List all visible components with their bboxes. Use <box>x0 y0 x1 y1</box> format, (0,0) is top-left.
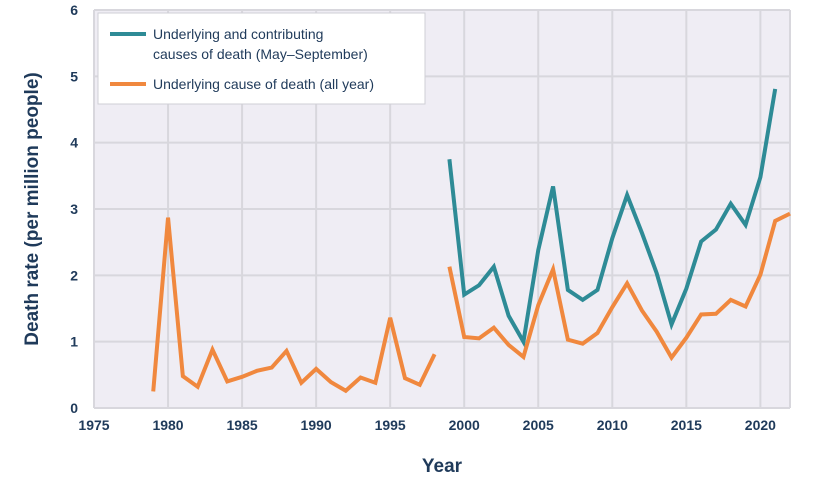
y-tick-label: 1 <box>70 334 78 350</box>
series-line-underlying <box>151 217 437 394</box>
legend-box <box>97 12 426 105</box>
x-tick-label: 1985 <box>227 417 258 433</box>
y-tick-label: 3 <box>70 201 78 217</box>
series-lines <box>151 88 791 394</box>
axis-ticks: 1975 1980 1985 1990 1995 2000 2005 2010 2015 2020… <box>70 2 776 433</box>
x-tick-label: 2000 <box>449 417 480 433</box>
y-tick-label: 5 <box>70 68 78 84</box>
legend-label-2: Underlying cause of death (all year) <box>153 76 374 92</box>
x-tick-label: 2015 <box>671 417 702 433</box>
y-tick-label: 4 <box>70 135 78 151</box>
x-tick-label: 1990 <box>301 417 332 433</box>
y-tick-label: 6 <box>70 2 78 18</box>
legend: Underlying and contributing causes of de… <box>97 12 426 105</box>
y-tick-label: 0 <box>70 400 78 416</box>
y-tick-label: 2 <box>70 267 78 283</box>
x-tick-label: 2010 <box>597 417 628 433</box>
x-tick-label: 1975 <box>78 417 109 433</box>
x-tick-label: 2005 <box>523 417 554 433</box>
x-tick-label: 1980 <box>152 417 183 433</box>
series-line-underlying <box>447 211 791 362</box>
legend-label-1a: Underlying and contributing <box>153 26 323 42</box>
y-axis-title: Death rate (per million people) <box>22 72 43 345</box>
x-tick-label: 1995 <box>375 417 406 433</box>
legend-label-1b: causes of death (May–September) <box>153 46 368 62</box>
x-axis-title: Year <box>422 456 463 477</box>
x-tick-label: 2020 <box>745 417 776 433</box>
